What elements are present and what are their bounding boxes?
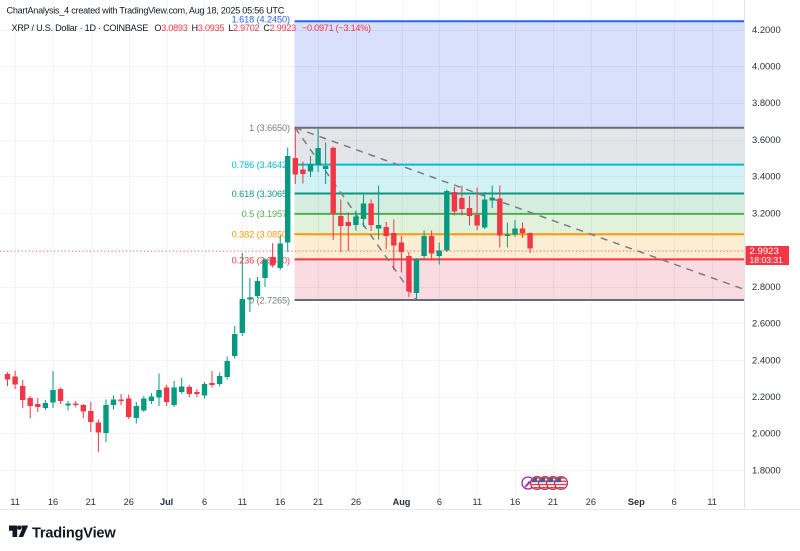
- svg-text:6: 6: [202, 497, 207, 507]
- svg-text:3.2000: 3.2000: [752, 207, 781, 218]
- svg-text:Aug: Aug: [393, 497, 411, 507]
- svg-text:21: 21: [548, 497, 558, 507]
- svg-text:16: 16: [510, 497, 520, 507]
- svg-text:3.4000: 3.4000: [752, 171, 781, 182]
- svg-text:Sep: Sep: [628, 497, 645, 507]
- svg-text:26: 26: [351, 497, 361, 507]
- svg-text:0 (2.7265): 0 (2.7265): [249, 295, 290, 305]
- svg-text:11: 11: [473, 497, 483, 507]
- svg-text:21: 21: [86, 497, 96, 507]
- svg-text:Jul: Jul: [160, 497, 173, 507]
- svg-text:1 (3.6650): 1 (3.6650): [249, 123, 290, 133]
- svg-text:0.5 (3.1957): 0.5 (3.1957): [242, 209, 290, 219]
- svg-text:2.0000: 2.0000: [752, 428, 781, 439]
- svg-text:2.4000: 2.4000: [752, 354, 781, 365]
- svg-text:2.6000: 2.6000: [752, 318, 781, 329]
- svg-text:21: 21: [313, 497, 323, 507]
- svg-text:2.8000: 2.8000: [752, 281, 781, 292]
- svg-text:ChartAnalysis_4 created with T: ChartAnalysis_4 created with TradingView…: [7, 5, 285, 15]
- svg-text:3.6000: 3.6000: [752, 134, 781, 145]
- svg-text:18:03:31: 18:03:31: [750, 255, 784, 265]
- svg-text:XRP / U.S. Dollar · 1D · COINB: XRP / U.S. Dollar · 1D · COINBASE O3.089…: [12, 23, 372, 33]
- svg-text:16: 16: [275, 497, 285, 507]
- svg-text:0.236 (2.9480): 0.236 (2.9480): [232, 256, 290, 266]
- svg-text:1.8000: 1.8000: [752, 464, 781, 475]
- svg-text:6: 6: [437, 497, 442, 507]
- svg-text:0.382 (3.0850): 0.382 (3.0850): [232, 230, 290, 240]
- svg-text:4.0000: 4.0000: [752, 61, 781, 72]
- svg-text:3.8000: 3.8000: [752, 97, 781, 108]
- svg-text:26: 26: [586, 497, 596, 507]
- svg-text:26: 26: [124, 497, 134, 507]
- svg-text:11: 11: [10, 497, 20, 507]
- svg-text:16: 16: [48, 497, 58, 507]
- svg-text:4.2000: 4.2000: [752, 24, 781, 35]
- svg-text:2.2000: 2.2000: [752, 391, 781, 402]
- svg-text:0.618 (3.3065): 0.618 (3.3065): [232, 189, 290, 199]
- svg-text:2.9923: 2.9923: [750, 246, 779, 257]
- svg-text:TradingView: TradingView: [32, 526, 116, 542]
- svg-text:11: 11: [238, 497, 248, 507]
- svg-text:0.786 (3.4642): 0.786 (3.4642): [232, 160, 290, 170]
- svg-text:1.618 (4.2450): 1.618 (4.2450): [232, 14, 290, 24]
- svg-text:6: 6: [672, 497, 677, 507]
- svg-text:11: 11: [707, 497, 717, 507]
